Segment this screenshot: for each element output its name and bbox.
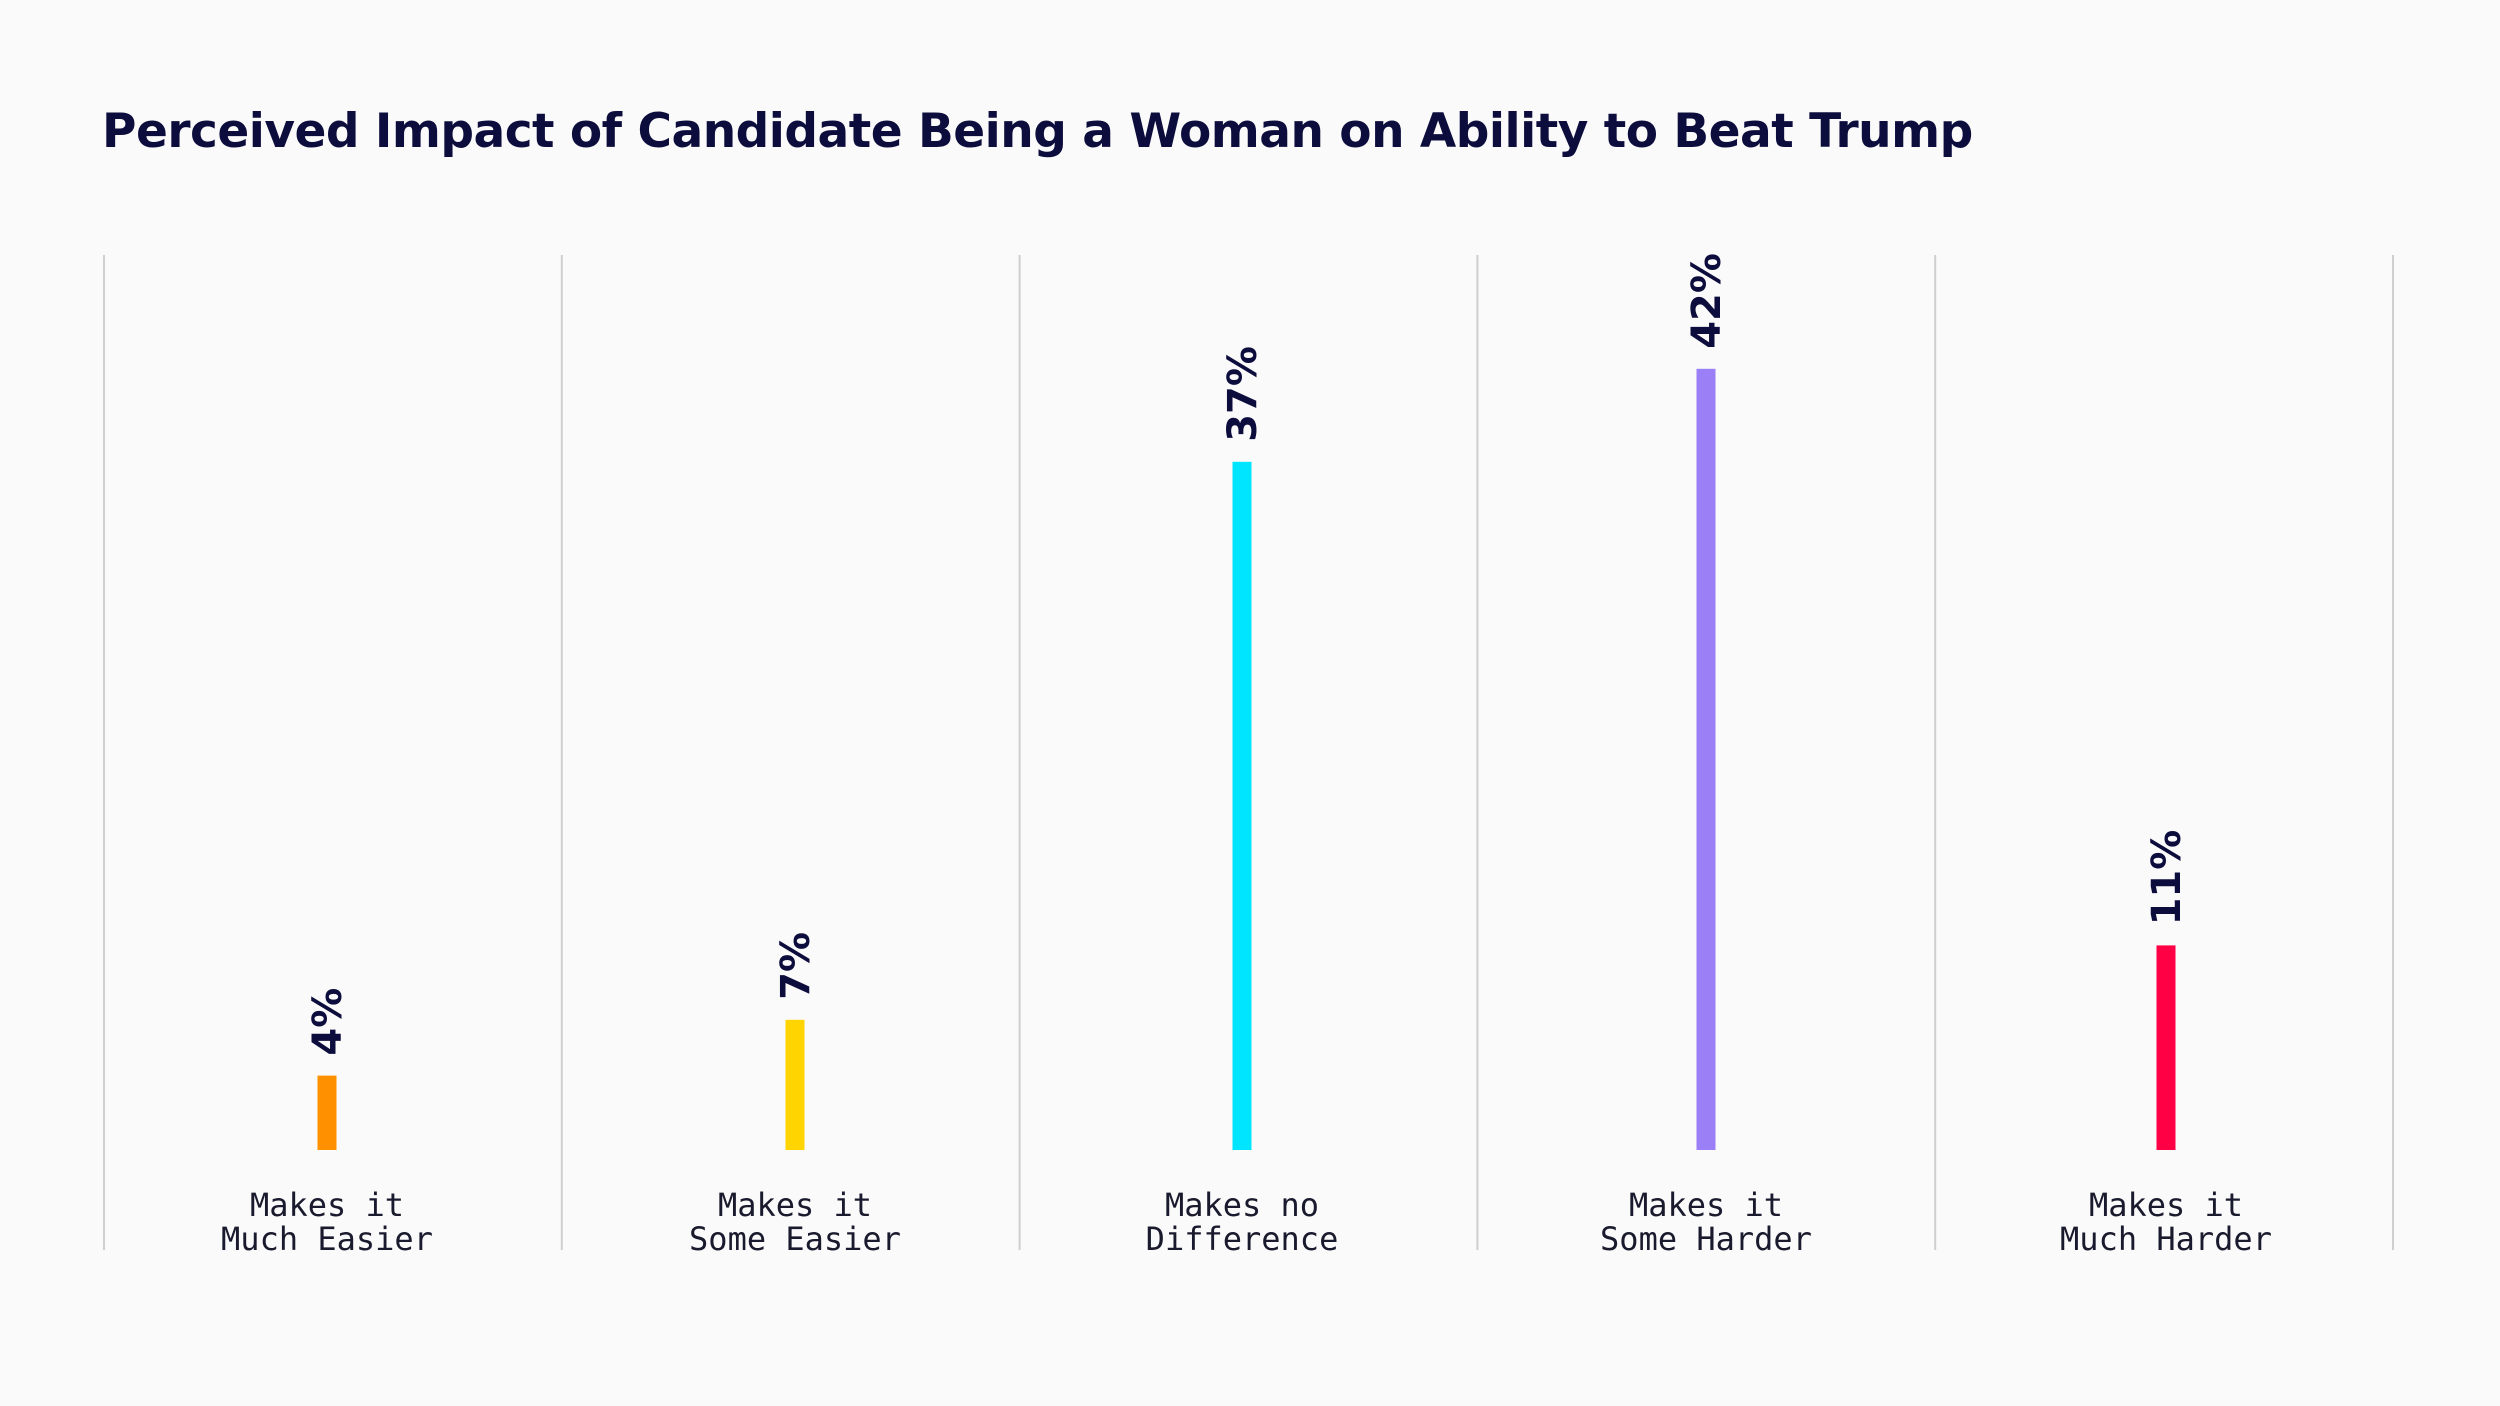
bar	[1696, 368, 1716, 1150]
tick-label: Makes it	[1629, 1186, 1783, 1224]
bar	[1232, 461, 1252, 1150]
chart-title: Perceived Impact of Candidate Being a Wo…	[102, 104, 1973, 159]
bar	[2156, 945, 2176, 1150]
data-label: 11%	[2144, 830, 2190, 926]
tick-label: Makes no	[1165, 1186, 1319, 1224]
data-label: 4%	[305, 988, 351, 1056]
tick-label: Difference	[1146, 1220, 1339, 1258]
tick-label: Makes it	[250, 1186, 404, 1224]
tick-label: Makes it	[718, 1186, 872, 1224]
data-label: 42%	[1684, 253, 1730, 349]
tick-label: Some Harder	[1600, 1220, 1812, 1258]
bar	[785, 1019, 805, 1150]
tick-label: Much Harder	[2060, 1220, 2272, 1258]
tick-label: Makes it	[2089, 1186, 2243, 1224]
bar	[317, 1075, 337, 1150]
value-labels: 4% 7% 37% 42% 11%	[305, 253, 2190, 1056]
tick-label: Much Easier	[221, 1220, 433, 1258]
bars	[317, 368, 2176, 1150]
data-label: 37%	[1220, 346, 1266, 442]
data-label: 7%	[773, 932, 819, 1000]
tick-label: Some Easier	[689, 1220, 901, 1258]
column-dividers	[103, 255, 2394, 1250]
